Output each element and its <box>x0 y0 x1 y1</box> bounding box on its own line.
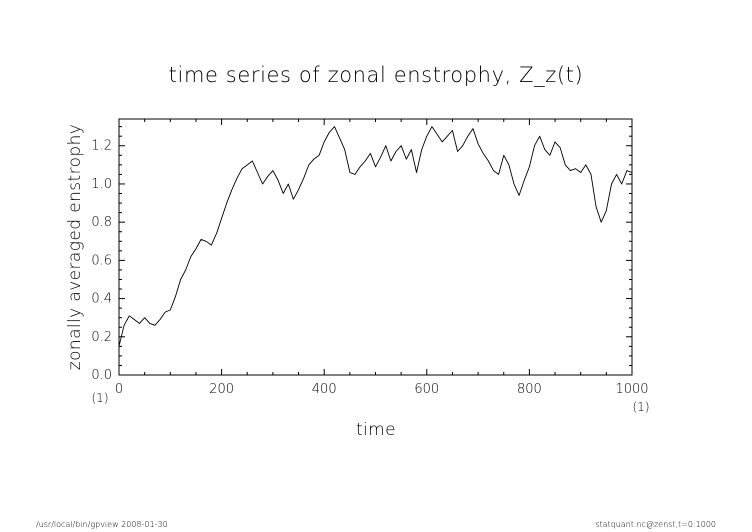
x-tick-label: 0 <box>115 382 123 397</box>
x-tick-label: 800 <box>517 382 542 397</box>
x-tick-label: 600 <box>414 382 439 397</box>
x-axis-label: time <box>356 420 396 440</box>
y-axis-label: zonally averaged enstrophy <box>65 124 85 370</box>
plot-frame <box>118 118 633 376</box>
tick-labels: 0 200 400 600 800 1000 0.0 0.2 0.4 0.6 0.8 1.0 1.2 <box>91 139 648 397</box>
series-line <box>118 126 633 347</box>
x-tick-label: 200 <box>209 382 234 397</box>
y-tick-label: 0.6 <box>91 253 112 268</box>
y-tick-label: 0.2 <box>91 330 112 345</box>
y-tick-label: 0.8 <box>91 215 112 230</box>
series-group <box>118 126 633 347</box>
y-tick-label: 0.0 <box>91 368 112 383</box>
x-unit-left: (1) <box>92 391 109 405</box>
y-tick-label: 0.4 <box>91 292 112 307</box>
chart-title: time series of zonal enstrophy, Z_z(t) <box>169 63 584 87</box>
y-tick-label: 1.2 <box>91 139 112 154</box>
axis-ticks <box>118 119 633 376</box>
x-tick-label: 400 <box>312 382 337 397</box>
footer-right: statquant.nc@zenst,t=0:1000 <box>595 520 716 529</box>
footer-left: /usr/local/bin/gpview 2008-01-30 <box>36 520 168 529</box>
x-unit-right: (1) <box>633 400 650 414</box>
x-tick-label: 1000 <box>615 382 648 397</box>
y-tick-label: 1.0 <box>91 177 112 192</box>
